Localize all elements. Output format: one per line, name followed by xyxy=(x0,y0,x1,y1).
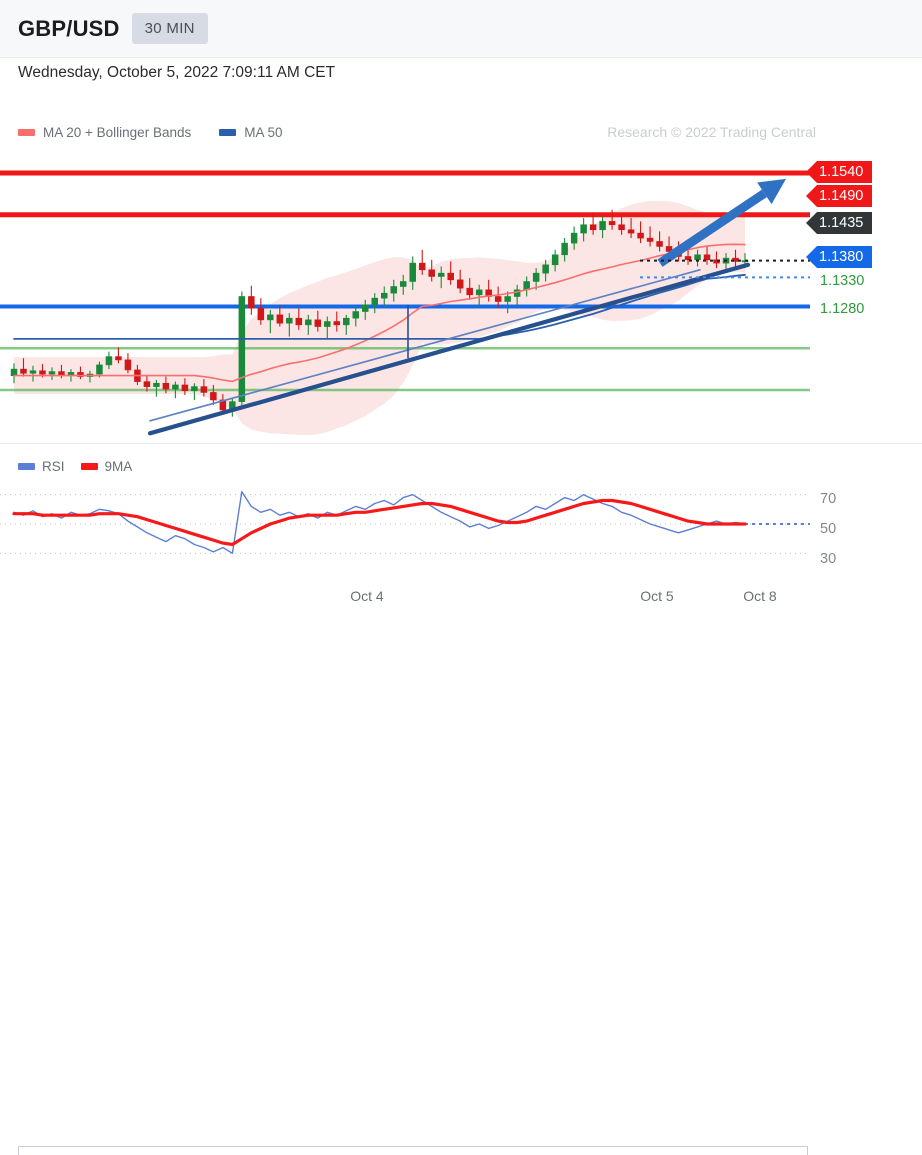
support-label-0: 1.1330 xyxy=(820,273,865,289)
chart-header: GBP/USD 30 MIN xyxy=(0,0,922,58)
rsi-color-swatch xyxy=(18,463,35,470)
legend-label-ma50: MA 50 xyxy=(244,125,283,140)
legend-item-9ma[interactable]: 9MA xyxy=(80,459,133,474)
rsi-series-line xyxy=(13,491,810,554)
legend-item-ma50[interactable]: MA 50 xyxy=(219,125,283,140)
chart-datetime: Wednesday, October 5, 2022 7:09:11 AM CE… xyxy=(18,64,336,81)
rsi-axis-label-70: 70 xyxy=(820,491,837,507)
rsi-legend: RSI 9MA xyxy=(18,459,148,474)
price-label-value: 1.1380 xyxy=(817,246,873,268)
rsi-chart-pane xyxy=(0,480,810,568)
rsi-gridlines xyxy=(0,494,810,554)
trendline-group xyxy=(147,262,751,436)
price-label-arrow-tip xyxy=(806,161,817,183)
date-tick-0: Oct 4 xyxy=(350,588,384,604)
ma20-line xyxy=(13,243,746,383)
bollinger-band-fill xyxy=(14,200,745,436)
horizontal-levels xyxy=(0,170,810,392)
date-axis-bracket xyxy=(18,1146,808,1155)
price-label-value: 1.1435 xyxy=(817,212,873,234)
price-label-value: 1.1540 xyxy=(817,161,873,183)
date-axis: Oct 4 Oct 5 Oct 8 xyxy=(0,568,922,1155)
support-label-1: 1.1280 xyxy=(820,301,865,317)
legend-item-ma20[interactable]: MA 20 + Bollinger Bands xyxy=(18,125,191,140)
price-label-value: 1.1490 xyxy=(817,185,873,207)
rsi-axis-label-30: 30 xyxy=(820,551,837,567)
price-legend: MA 20 + Bollinger Bands MA 50 xyxy=(18,125,301,140)
rsi-ma-series-line xyxy=(12,498,747,547)
price-label-last-2[interactable]: 1.1435 xyxy=(806,212,873,234)
rsi-chart-svg xyxy=(0,491,810,554)
price-label-arrow-tip xyxy=(806,185,817,207)
price-label-resistance-0[interactable]: 1.1540 xyxy=(806,161,873,183)
price-label-pivot-3[interactable]: 1.1380 xyxy=(806,246,873,268)
price-label-arrow-tip xyxy=(806,246,817,268)
legend-label-9ma: 9MA xyxy=(104,459,133,474)
ma20-color-swatch xyxy=(18,129,35,136)
price-chart-svg xyxy=(0,170,810,436)
symbol-title: GBP/USD xyxy=(18,15,120,41)
ma50-line xyxy=(13,273,746,340)
rsi-ma-color-swatch xyxy=(80,463,98,470)
legend-label-ma20: MA 20 + Bollinger Bands xyxy=(43,125,192,140)
legend-label-rsi: RSI xyxy=(42,459,65,474)
pane-divider xyxy=(0,443,922,444)
date-tick-1: Oct 5 xyxy=(640,588,674,604)
price-label-arrow-tip xyxy=(806,212,817,234)
timeframe-badge[interactable]: 30 MIN xyxy=(131,13,208,44)
price-chart-pane xyxy=(0,148,810,440)
date-tick-2: Oct 8 xyxy=(743,588,777,604)
legend-item-rsi[interactable]: RSI xyxy=(18,459,65,474)
rsi-axis-label-50: 50 xyxy=(820,521,837,537)
projection-dotted-lines xyxy=(640,259,810,279)
forecast-arrow xyxy=(657,178,786,267)
price-label-resistance-1[interactable]: 1.1490 xyxy=(806,185,873,207)
watermark-text: Research © 2022 Trading Central xyxy=(607,124,816,140)
ma50-color-swatch xyxy=(219,129,237,136)
